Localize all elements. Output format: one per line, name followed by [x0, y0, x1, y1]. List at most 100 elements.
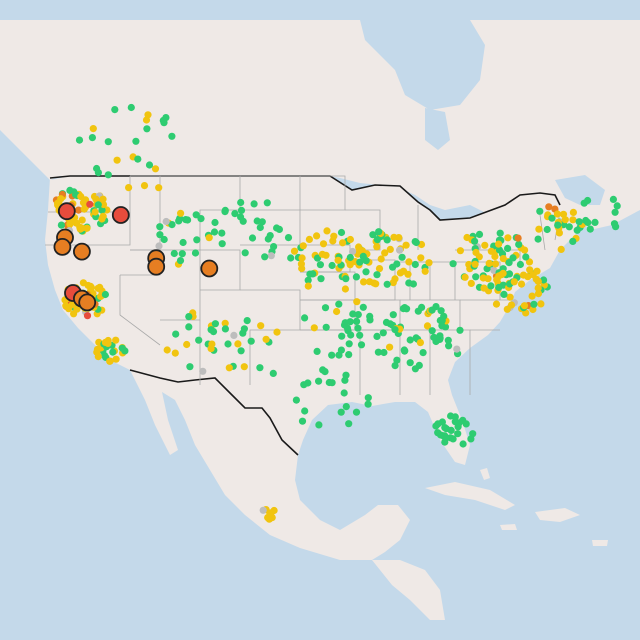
monitor-dot-moderate[interactable] [96, 283, 104, 291]
monitor-dot-moderate[interactable] [125, 184, 133, 192]
monitor-dot-good[interactable] [284, 234, 293, 242]
monitor-dot-moderate[interactable] [405, 258, 413, 266]
monitor-dot-good[interactable] [509, 254, 517, 262]
monitor-dot-moderate[interactable] [183, 340, 191, 349]
monitor-dot-good[interactable] [471, 237, 479, 245]
highlight-marker-sensitive[interactable] [78, 293, 97, 312]
monitor-dot-moderate[interactable] [299, 242, 307, 250]
monitor-dot-good[interactable] [176, 257, 185, 265]
monitor-dot-moderate[interactable] [355, 245, 363, 253]
monitor-dot-good[interactable] [211, 218, 219, 227]
monitor-dot-good[interactable] [436, 316, 444, 325]
monitor-dot-moderate[interactable] [561, 216, 569, 224]
monitor-dot-good[interactable] [104, 138, 112, 146]
monitor-dot-good[interactable] [313, 254, 322, 262]
monitor-dot-good[interactable] [127, 103, 135, 112]
monitor-dot-moderate[interactable] [313, 232, 321, 240]
monitor-dot-good[interactable] [57, 221, 65, 229]
monitor-dot-good[interactable] [275, 225, 283, 233]
monitor-dot-good[interactable] [437, 431, 445, 439]
monitor-dot-good[interactable] [300, 381, 308, 389]
monitor-dot-sensitive[interactable] [545, 203, 553, 211]
monitor-dot-good[interactable] [504, 244, 512, 252]
monitor-dot-good[interactable] [400, 346, 408, 354]
monitor-dot-moderate[interactable] [375, 265, 384, 273]
monitor-dot-good[interactable] [612, 223, 620, 231]
monitor-dot-moderate[interactable] [78, 224, 86, 232]
monitor-dot-moderate[interactable] [94, 353, 102, 361]
monitor-dot-moderate[interactable] [461, 273, 469, 281]
monitor-dot-good[interactable] [430, 333, 438, 341]
monitor-dot-good[interactable] [111, 106, 119, 114]
monitor-dot-good[interactable] [337, 228, 346, 237]
monitor-dot-good[interactable] [349, 310, 357, 318]
monitor-dot-good[interactable] [145, 161, 154, 169]
monitor-dot-good[interactable] [354, 311, 362, 319]
monitor-dot-good[interactable] [345, 340, 353, 348]
monitor-dot-moderate[interactable] [386, 343, 394, 351]
monitor-dot-good[interactable] [156, 231, 164, 239]
monitor-dot-good[interactable] [459, 440, 467, 448]
monitor-dot-good[interactable] [292, 396, 300, 404]
monitor-dot-good[interactable] [487, 282, 495, 290]
monitor-dot-good[interactable] [224, 340, 232, 348]
monitor-dot-good[interactable] [322, 323, 330, 331]
monitor-dot-moderate[interactable] [112, 355, 120, 363]
monitor-dot-moderate[interactable] [402, 241, 410, 249]
highlight-markers[interactable] [53, 202, 219, 312]
monitor-dot-good[interactable] [143, 125, 151, 133]
monitor-dot-moderate[interactable] [177, 209, 185, 217]
monitor-dot-good[interactable] [315, 421, 323, 429]
monitor-dot-good[interactable] [185, 313, 193, 321]
monitor-dot-good[interactable] [313, 347, 321, 355]
monitor-dot-good[interactable] [536, 207, 544, 215]
monitor-dot-good[interactable] [515, 240, 523, 248]
monitor-dot-no_data[interactable] [230, 331, 238, 339]
monitor-dot-good[interactable] [496, 229, 504, 237]
monitor-dot-good[interactable] [516, 260, 525, 269]
monitor-dot-moderate[interactable] [506, 293, 514, 301]
monitor-dot-good[interactable] [301, 314, 309, 322]
monitor-dot-moderate[interactable] [330, 232, 338, 240]
monitor-dot-moderate[interactable] [534, 284, 542, 292]
monitor-dot-good[interactable] [210, 228, 219, 236]
monitor-dot-good[interactable] [534, 235, 542, 243]
monitor-dot-good[interactable] [328, 351, 336, 359]
monitor-dot-good[interactable] [456, 326, 464, 334]
monitor-dot-moderate[interactable] [144, 111, 152, 119]
monitor-dot-good[interactable] [317, 275, 325, 283]
monitor-dot-good[interactable] [352, 408, 361, 416]
monitor-dot-good[interactable] [304, 276, 312, 284]
monitor-dot-moderate[interactable] [517, 280, 526, 288]
monitor-dot-good[interactable] [359, 303, 367, 311]
monitor-dot-moderate[interactable] [225, 364, 233, 372]
monitor-dot-moderate[interactable] [112, 336, 120, 344]
monitor-dot-moderate[interactable] [207, 345, 215, 353]
monitor-dot-moderate[interactable] [372, 280, 380, 288]
monitor-dot-moderate[interactable] [480, 284, 488, 292]
monitor-dot-moderate[interactable] [353, 298, 361, 306]
monitor-dot-moderate[interactable] [346, 235, 354, 244]
monitor-dot-good[interactable] [168, 221, 176, 229]
monitor-dot-good[interactable] [495, 246, 504, 254]
monitor-dot-moderate[interactable] [537, 300, 545, 308]
monitor-dot-moderate[interactable] [463, 233, 471, 242]
monitor-dot-good[interactable] [172, 330, 180, 338]
monitor-dot-moderate[interactable] [67, 218, 76, 226]
monitor-dot-good[interactable] [109, 348, 117, 356]
monitor-dot-good[interactable] [337, 346, 345, 354]
monitor-dot-moderate[interactable] [334, 256, 342, 264]
monitor-dot-moderate[interactable] [333, 307, 341, 316]
monitor-dot-sensitive[interactable] [74, 206, 83, 214]
monitor-dot-moderate[interactable] [318, 250, 326, 258]
monitor-dot-good[interactable] [197, 215, 205, 223]
monitor-dot-moderate[interactable] [495, 240, 503, 248]
monitor-dot-good[interactable] [132, 137, 140, 145]
monitor-dot-good[interactable] [240, 325, 248, 333]
monitor-dot-good[interactable] [369, 231, 377, 239]
monitor-dot-good[interactable] [342, 275, 350, 283]
monitor-dot-good[interactable] [586, 225, 594, 233]
monitor-dot-good[interactable] [412, 238, 420, 247]
monitor-dot-good[interactable] [88, 134, 96, 142]
monitor-dot-moderate[interactable] [487, 247, 495, 255]
